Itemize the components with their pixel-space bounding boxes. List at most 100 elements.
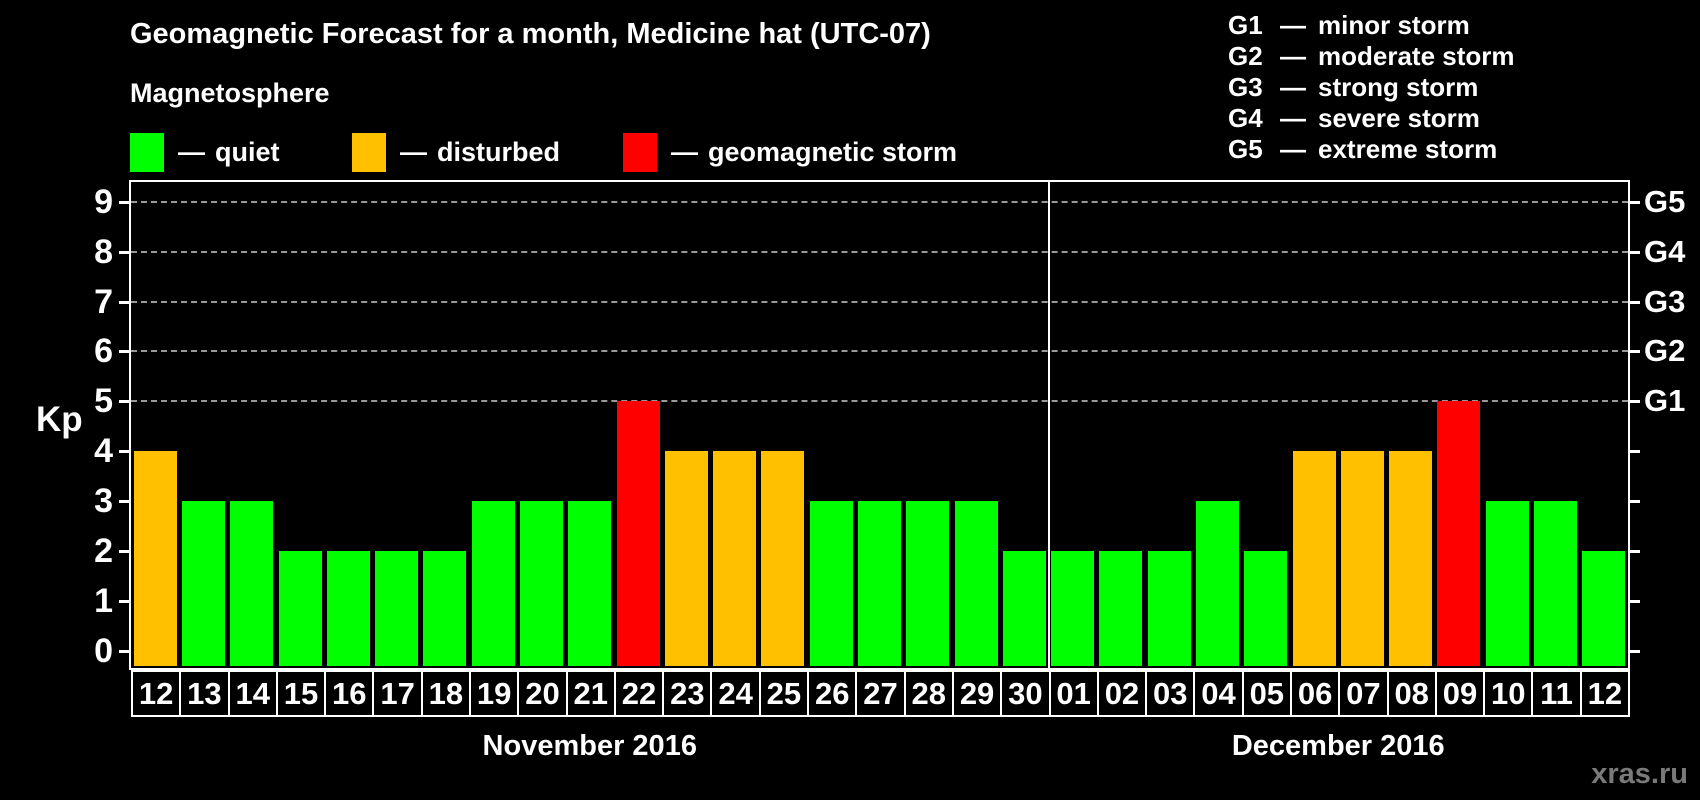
g-tick-label: G5 bbox=[1644, 183, 1686, 219]
g-scale-row: G5 — extreme storm bbox=[1228, 134, 1515, 165]
g-scale-legend: G1 — minor storm G2 — moderate storm G3 … bbox=[1228, 10, 1515, 165]
kp-bar bbox=[713, 451, 757, 666]
kp-bar bbox=[954, 501, 998, 666]
date-cell: 03 bbox=[1145, 670, 1196, 717]
right-axis-tick bbox=[1628, 649, 1640, 653]
g-separator: — bbox=[1280, 134, 1306, 164]
legend-item-quiet: — quiet bbox=[130, 133, 280, 172]
kp-bar bbox=[1582, 550, 1626, 666]
month-divider bbox=[1047, 182, 1050, 668]
right-axis-tick bbox=[1628, 500, 1640, 503]
right-axis-tick bbox=[1628, 300, 1640, 304]
right-axis-tick bbox=[1628, 350, 1640, 354]
storm-swatch-icon bbox=[623, 133, 657, 172]
y-tick-label: 1 bbox=[94, 581, 113, 620]
watermark: xras.ru bbox=[1591, 758, 1688, 790]
y-tick-label: 0 bbox=[94, 631, 113, 670]
month-label: December 2016 bbox=[1231, 730, 1445, 762]
g-scale-row: G1 — minor storm bbox=[1228, 10, 1515, 41]
y-axis-tick bbox=[119, 599, 131, 603]
kp-bar bbox=[1534, 501, 1578, 666]
kp-bar bbox=[181, 501, 225, 666]
y-axis-tick bbox=[119, 350, 131, 354]
gridline-kp7 bbox=[131, 300, 1628, 303]
g-scale-row: G4 — severe storm bbox=[1228, 103, 1515, 134]
y-axis-label: Kp bbox=[36, 400, 83, 439]
kp-bar bbox=[1389, 451, 1433, 666]
date-cell: 20 bbox=[517, 670, 568, 717]
kp-bar bbox=[761, 451, 805, 666]
date-cell: 29 bbox=[951, 670, 1003, 717]
right-axis-tick bbox=[1628, 599, 1640, 603]
kp-bar bbox=[133, 451, 177, 666]
kp-bar bbox=[278, 550, 322, 666]
y-axis-tick bbox=[119, 549, 131, 553]
g-tick-label: G2 bbox=[1644, 333, 1686, 369]
date-cell: 04 bbox=[1193, 670, 1244, 717]
gridline-kp5 bbox=[131, 400, 1628, 403]
date-cell: 01 bbox=[1048, 670, 1099, 717]
y-tick-label: 9 bbox=[94, 182, 113, 221]
kp-bar bbox=[1051, 550, 1095, 666]
date-cell: 22 bbox=[613, 670, 665, 717]
g-description: strong storm bbox=[1318, 72, 1479, 102]
gridline-kp9 bbox=[131, 200, 1628, 203]
date-cell: 30 bbox=[1000, 670, 1051, 717]
kp-bar bbox=[858, 501, 901, 666]
date-cell: 07 bbox=[1338, 670, 1389, 717]
g-description: minor storm bbox=[1318, 10, 1470, 40]
kp-bar bbox=[1292, 451, 1336, 666]
g-description: moderate storm bbox=[1318, 41, 1515, 71]
date-cell: 26 bbox=[807, 670, 858, 717]
y-tick-label: 7 bbox=[94, 282, 113, 321]
date-cell: 02 bbox=[1096, 670, 1148, 717]
legend-separator: — bbox=[671, 137, 698, 167]
kp-bar bbox=[423, 550, 467, 666]
date-cell: 21 bbox=[565, 670, 616, 717]
g-tick-label: G1 bbox=[1644, 383, 1686, 419]
g-code: G2 bbox=[1228, 41, 1263, 71]
date-cell: 11 bbox=[1531, 670, 1582, 717]
magnetosphere-subtitle: Magnetosphere bbox=[130, 78, 330, 108]
legend-label: quiet bbox=[215, 137, 280, 167]
kp-bar bbox=[1485, 501, 1529, 666]
legend-separator: — bbox=[178, 137, 205, 167]
y-tick-label: 5 bbox=[94, 382, 113, 421]
y-axis-tick bbox=[119, 250, 131, 254]
date-cell: 23 bbox=[662, 670, 713, 717]
date-cell: 15 bbox=[275, 670, 327, 717]
kp-bar bbox=[1196, 501, 1240, 666]
right-axis-tick bbox=[1628, 400, 1640, 404]
kp-bar bbox=[519, 501, 563, 666]
date-cell: 18 bbox=[420, 670, 472, 717]
kp-bar bbox=[906, 501, 950, 666]
date-cell: 09 bbox=[1434, 670, 1486, 717]
legend-separator: — bbox=[400, 137, 427, 167]
date-cell: 19 bbox=[469, 670, 520, 717]
y-tick-label: 3 bbox=[94, 482, 113, 520]
date-cell: 14 bbox=[227, 670, 278, 717]
month-label: November 2016 bbox=[482, 730, 697, 762]
g-description: extreme storm bbox=[1318, 134, 1498, 164]
g-code: G3 bbox=[1228, 72, 1263, 102]
g-separator: — bbox=[1280, 103, 1306, 133]
date-cell: 08 bbox=[1386, 670, 1437, 717]
kp-bar bbox=[230, 501, 274, 666]
quiet-swatch-icon bbox=[130, 133, 164, 172]
kp-bar bbox=[471, 501, 515, 666]
g-scale-row: G3 — strong storm bbox=[1228, 72, 1515, 103]
g-separator: — bbox=[1280, 10, 1306, 40]
date-cell: 13 bbox=[179, 670, 230, 717]
y-tick-label: 2 bbox=[94, 531, 113, 570]
legend-item-storm: — geomagnetic storm bbox=[623, 133, 957, 172]
g-separator: — bbox=[1280, 41, 1306, 71]
kp-bar bbox=[1437, 401, 1481, 666]
kp-bar bbox=[1147, 550, 1191, 666]
date-cell: 06 bbox=[1289, 670, 1341, 717]
y-axis-tick bbox=[119, 400, 131, 404]
y-axis-tick bbox=[119, 500, 131, 503]
y-axis-tick bbox=[119, 649, 131, 653]
y-axis-tick bbox=[119, 450, 131, 454]
page-title: Geomagnetic Forecast for a month, Medici… bbox=[130, 18, 931, 50]
